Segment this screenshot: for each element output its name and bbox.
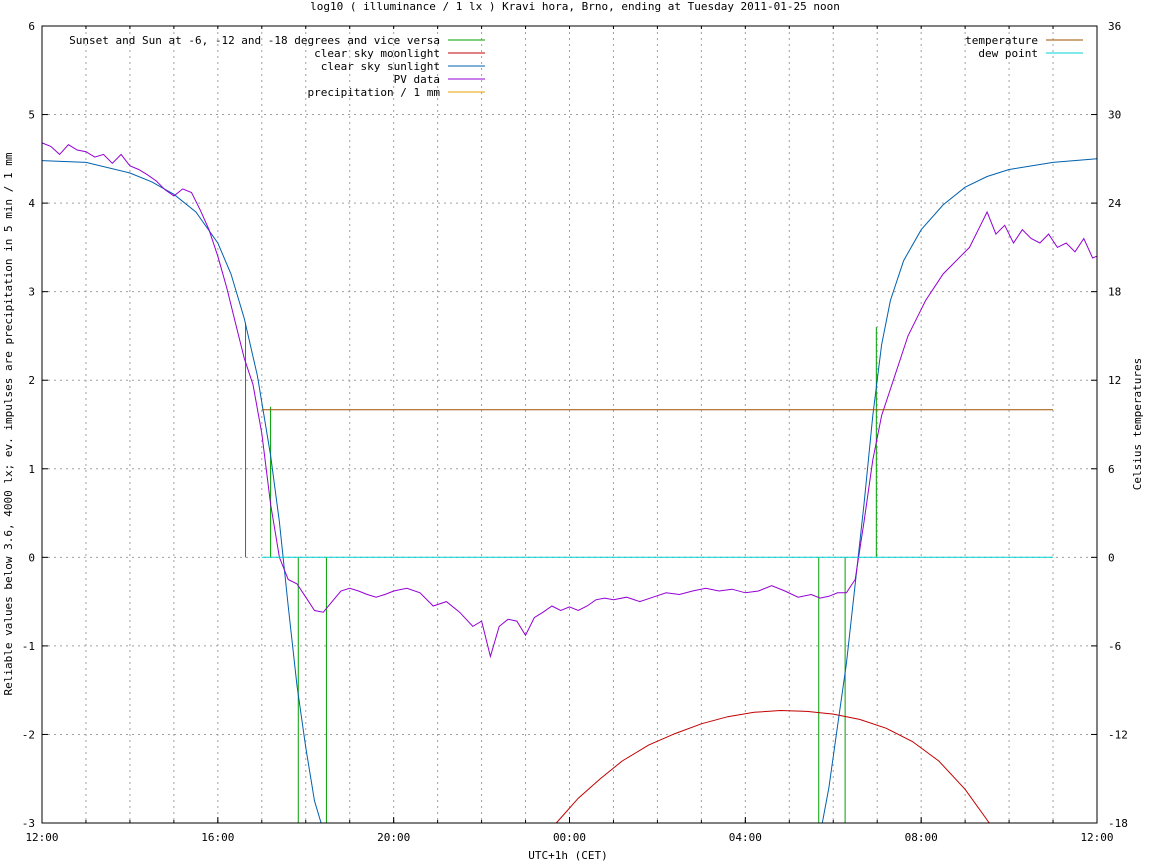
x-tick-label: 20:00 (377, 831, 410, 844)
y-axis-label: Reliable values below 3.6, 4000 lx; ev. … (2, 152, 15, 695)
y2-axis-label: Celsius temperatures (1131, 358, 1144, 490)
y2-tick-label: -12 (1108, 728, 1128, 741)
legend-entry-label: Sunset and Sun at -6, -12 and -18 degree… (69, 34, 440, 47)
y-axis-left: -3 -2 -1 0 1 2 3 4 5 6 (22, 20, 48, 830)
y-tick-label: -2 (22, 728, 35, 741)
legend-entry-label: dew point (978, 47, 1038, 60)
legend-entry-label: clear sky sunlight (321, 60, 440, 73)
legend-entry-label: precipitation / 1 mm (308, 86, 441, 99)
x-tick-label: 12:00 (1080, 831, 1113, 844)
x-tick-label: 04:00 (729, 831, 762, 844)
x-tick-label: 12:00 (25, 831, 58, 844)
x-axis: 12:00 16:00 20:00 00:00 04:00 08:00 12:00 (25, 26, 1114, 844)
plot-frame (41, 25, 1098, 824)
y-tick-label: -1 (22, 640, 35, 653)
x-axis-label: UTC+1h (CET) (528, 849, 607, 862)
legend-entry-label: temperature (965, 34, 1038, 47)
series-clear-sky-moonlight-line (555, 709, 990, 824)
grid-lines (42, 26, 1097, 823)
y2-tick-label: 30 (1108, 109, 1121, 122)
y-tick-label: 5 (28, 109, 35, 122)
y2-tick-label: -18 (1108, 817, 1128, 830)
legend-entry-label: PV data (394, 73, 440, 86)
y-tick-label: 4 (28, 197, 35, 210)
y2-tick-label: -6 (1108, 640, 1121, 653)
y-tick-label: 6 (28, 20, 35, 33)
y-tick-label: 1 (28, 463, 35, 476)
series-pv-data-line (41, 142, 1098, 659)
y2-tick-label: 6 (1108, 463, 1115, 476)
y2-tick-label: 12 (1108, 374, 1121, 387)
y2-tick-label: 18 (1108, 286, 1121, 299)
y2-tick-label: 0 (1108, 551, 1115, 564)
y-tick-label: -3 (22, 817, 35, 830)
y2-tick-label: 36 (1108, 20, 1121, 33)
chart-title: log10 ( illuminance / 1 lx ) Kravi hora,… (310, 0, 840, 13)
x-tick-label: 00:00 (553, 831, 586, 844)
x-tick-label: 08:00 (905, 831, 938, 844)
series-layer (41, 142, 1098, 824)
x-tick-label: 16:00 (201, 831, 234, 844)
y-axis-right: -18 -12 -6 0 6 12 18 24 30 36 (1091, 20, 1128, 830)
y-tick-label: 0 (28, 551, 35, 564)
y2-tick-label: 24 (1108, 197, 1122, 210)
y-tick-label: 2 (28, 374, 35, 387)
y-tick-label: 3 (28, 286, 35, 299)
legend-entry-label: clear sky moonlight (314, 47, 440, 60)
legend-left: Sunset and Sun at -6, -12 and -18 degree… (69, 34, 485, 99)
